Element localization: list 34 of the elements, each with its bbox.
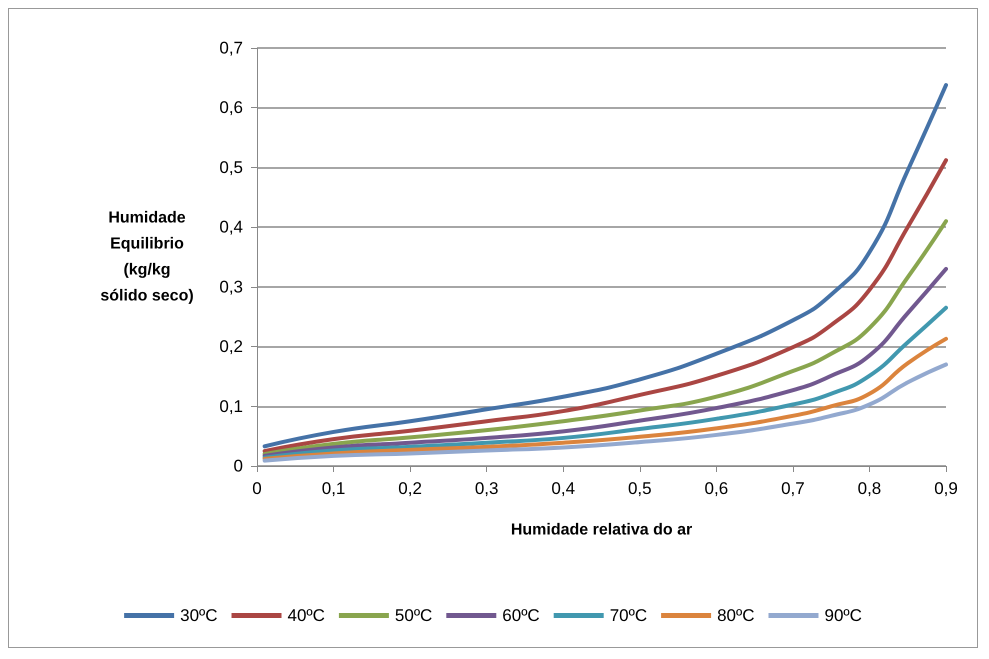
- x-tick-label: 0,6: [704, 479, 728, 498]
- x-tick-label: 0,1: [322, 479, 346, 498]
- legend-label: 80ºC: [717, 606, 754, 625]
- x-tick-label: 0: [252, 479, 262, 498]
- x-tick-label: 0,3: [474, 479, 498, 498]
- y-tick-label: 0,4: [219, 218, 243, 237]
- line-series: [262, 83, 948, 448]
- y-tick-label: 0,7: [219, 38, 243, 58]
- x-tick-label: 0,7: [781, 479, 805, 498]
- x-tick-label: 0,4: [551, 479, 576, 498]
- x-axis-title: Humidade relativa do ar: [510, 522, 692, 538]
- y-axis-title: Humidade Equilibrio (kg/kg sólido seco): [100, 210, 194, 304]
- y-tick-label: 0,6: [219, 98, 243, 118]
- y-tick-label: 0: [234, 456, 243, 476]
- line-series: [262, 306, 948, 460]
- y-tick-label: 0,3: [219, 277, 243, 296]
- line-series: [262, 362, 948, 463]
- y-tick-label: 0,1: [219, 396, 243, 416]
- x-tick-label: 0,2: [398, 479, 422, 498]
- line-series: [262, 266, 948, 458]
- x-tick-label: 0,8: [858, 479, 882, 498]
- line-series: [262, 158, 948, 454]
- legend-label: 70ºC: [610, 606, 648, 625]
- y-tick-label: 0,2: [219, 337, 243, 356]
- legend-label: 40ºC: [288, 606, 325, 625]
- line-series: [262, 336, 948, 461]
- legend-label: 50ºC: [394, 606, 432, 625]
- y-tick-label: 0,5: [219, 158, 243, 177]
- legend-label: 60ºC: [502, 606, 540, 625]
- legend-label: 90ºC: [824, 606, 862, 625]
- line-series: [262, 219, 948, 456]
- x-tick-label: 0,9: [934, 479, 958, 498]
- legend-label: 30ºC: [180, 606, 218, 625]
- x-tick-label: 0,5: [628, 479, 652, 498]
